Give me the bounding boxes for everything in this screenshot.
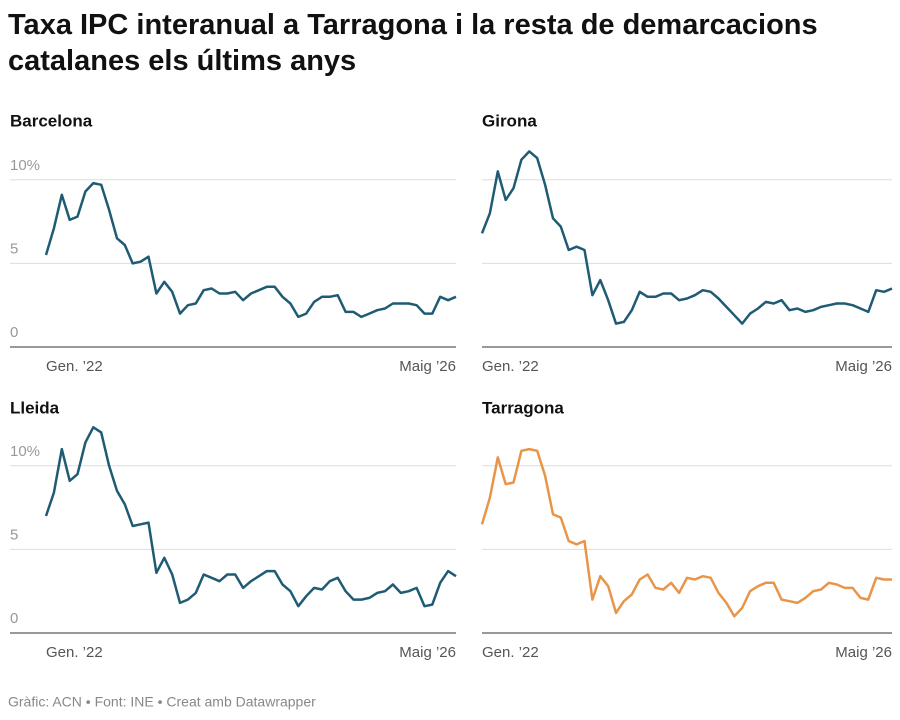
panel-title: Girona [482,111,537,130]
y-tick-label: 10% [10,443,40,460]
panel-title: Tarragona [482,398,564,417]
series-line [480,447,892,618]
panel-title: Barcelona [10,111,93,130]
x-tick-label: Gen. ’22 [46,358,103,375]
x-tick-label: Maig ’26 [835,358,892,375]
series-line [44,181,457,319]
y-tick-label: 5 [10,526,18,543]
x-tick-label: Maig ’26 [399,358,456,375]
series-line [480,150,893,325]
y-tick-label: 10% [10,157,40,174]
x-tick-label: Gen. ’22 [482,644,539,661]
panel-title: Lleida [10,398,60,417]
x-tick-label: Gen. ’22 [482,358,539,375]
series-line [44,426,457,608]
x-tick-label: Maig ’26 [399,644,456,661]
x-tick-label: Maig ’26 [835,644,892,661]
y-tick-label: 5 [10,240,18,257]
y-tick-label: 0 [10,324,18,341]
x-tick-label: Gen. ’22 [46,644,103,661]
footer: Gràfic: ACN • Font: INE • Creat amb Data… [8,694,316,710]
chart-title: Taxa IPC interanual a Tarragona i la res… [8,9,818,77]
y-tick-label: 0 [10,610,18,627]
